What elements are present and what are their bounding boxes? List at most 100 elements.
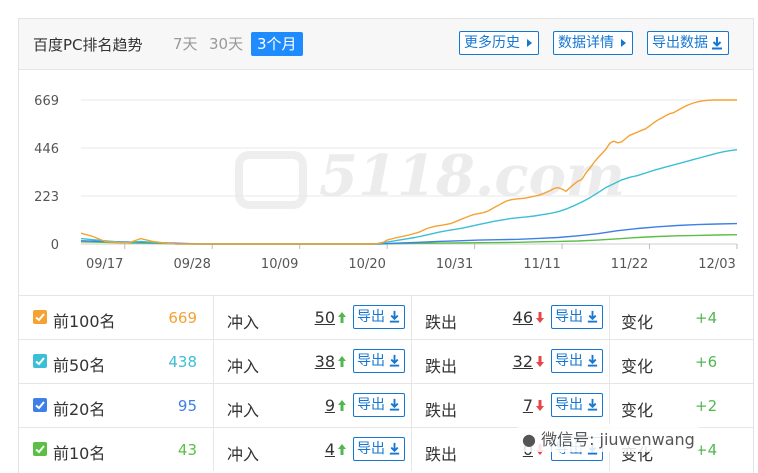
- caret-right-icon: [527, 39, 532, 47]
- row-count: 43: [177, 441, 197, 459]
- rush-in-label: 冲入: [227, 401, 260, 420]
- change-label: 变化: [621, 357, 654, 376]
- ranking-line-chart: 5118.com 0 223 446 669 09/17 09/28 10/09 10/20 10…: [34, 94, 738, 272]
- x-tick-label: 10/31: [436, 257, 473, 272]
- export-label: 导出: [357, 309, 385, 325]
- row-count: 438: [168, 353, 197, 371]
- change-label: 变化: [621, 401, 654, 420]
- row-count: 669: [168, 309, 197, 327]
- download-icon: [389, 442, 400, 455]
- watermark-logo: [235, 151, 307, 209]
- rush-in-count-link[interactable]: 38: [314, 352, 335, 371]
- download-icon: [587, 398, 598, 411]
- row-name: 前50名: [53, 356, 106, 375]
- rush-in-count-link[interactable]: 4: [324, 440, 335, 459]
- panel-header: 百度PC排名趋势 7天 30天 3个月 更多历史 数据详情 导出数据: [19, 19, 753, 70]
- ranking-row: 前50名 438 冲入 38 导出 跌出 32 导出: [19, 339, 753, 383]
- rush-in-count-link[interactable]: 9: [324, 396, 335, 415]
- export-drop-out-button[interactable]: 导出: [551, 393, 603, 417]
- x-tick-label: 09/28: [173, 257, 210, 272]
- download-icon: [389, 398, 400, 411]
- row-checkbox[interactable]: [33, 354, 47, 368]
- row-name: 前20名: [53, 400, 106, 419]
- export-rush-in-button[interactable]: 导出: [353, 437, 405, 461]
- export-label: 导出: [357, 353, 385, 369]
- drop-out-label: 跌出: [425, 357, 458, 376]
- arrow-up-icon: [338, 400, 346, 411]
- download-icon: [712, 37, 722, 50]
- export-rush-in-button[interactable]: 导出: [353, 393, 405, 417]
- cell-divider: [609, 296, 610, 339]
- data-details-label: 数据详情: [558, 35, 614, 51]
- download-icon: [587, 354, 598, 367]
- export-drop-out-button[interactable]: 导出: [551, 349, 603, 373]
- series-line-前100名: [80, 99, 737, 245]
- watermark-5118: 5118.com: [319, 143, 625, 209]
- export-data-label: 导出数据: [652, 35, 708, 51]
- cell-divider: [609, 340, 610, 383]
- arrow-down-icon: [536, 312, 544, 323]
- data-details-button[interactable]: 数据详情: [553, 31, 633, 55]
- cell-divider: [411, 428, 412, 471]
- export-rush-in-button[interactable]: 导出: [353, 305, 405, 329]
- range-7d-tab[interactable]: 7天: [173, 35, 198, 53]
- change-label: 变化: [621, 313, 654, 332]
- y-tick-label: 0: [51, 238, 59, 253]
- x-tick-label: 11/22: [611, 257, 648, 272]
- cell-divider: [609, 384, 610, 427]
- drop-out-count-link[interactable]: 32: [512, 352, 533, 371]
- export-label: 导出: [555, 309, 583, 325]
- y-tick-label: 223: [34, 190, 59, 205]
- checkmark-icon: [35, 445, 45, 454]
- ranking-row: 前100名 669 冲入 50 导出 跌出 46 导出: [19, 295, 753, 339]
- x-tick-label: 09/17: [86, 257, 123, 272]
- range-30d-tab[interactable]: 30天: [209, 35, 244, 53]
- cell-divider: [213, 340, 214, 383]
- more-history-label: 更多历史: [464, 35, 520, 51]
- x-tick-label: 10/20: [348, 257, 385, 272]
- x-tick-label: 10/09: [261, 257, 298, 272]
- export-label: 导出: [357, 441, 385, 457]
- rush-in-count-link[interactable]: 50: [314, 308, 335, 327]
- checkmark-icon: [35, 401, 45, 410]
- row-name: 前100名: [53, 312, 116, 331]
- more-history-button[interactable]: 更多历史: [459, 31, 539, 55]
- drop-out-label: 跌出: [425, 313, 458, 332]
- change-value: +2: [695, 397, 718, 415]
- download-icon: [587, 310, 598, 323]
- cell-divider: [411, 384, 412, 427]
- cell-divider: [411, 340, 412, 383]
- checkmark-icon: [35, 313, 45, 322]
- series-line-前20名: [80, 222, 738, 245]
- row-name: 前10名: [53, 444, 106, 463]
- panel-title: 百度PC排名趋势: [33, 36, 143, 54]
- cell-divider: [411, 296, 412, 339]
- row-checkbox[interactable]: [33, 442, 47, 456]
- arrow-up-icon: [338, 444, 346, 455]
- drop-out-count-link[interactable]: 7: [522, 396, 533, 415]
- export-drop-out-button[interactable]: 导出: [551, 305, 603, 329]
- range-3m-tab[interactable]: 3个月: [251, 32, 303, 56]
- wechat-watermark: ● 微信号: jiuwenwang: [518, 424, 699, 452]
- caret-right-icon: [621, 39, 626, 47]
- row-checkbox[interactable]: [33, 310, 47, 324]
- export-rush-in-button[interactable]: 导出: [353, 349, 405, 373]
- ranking-trend-panel: 百度PC排名趋势 7天 30天 3个月 更多历史 数据详情 导出数据 5118.…: [18, 18, 754, 473]
- cell-divider: [213, 428, 214, 471]
- export-label: 导出: [357, 397, 385, 413]
- arrow-up-icon: [338, 312, 346, 323]
- wechat-icon: ●: [522, 430, 536, 449]
- rush-in-label: 冲入: [227, 313, 260, 332]
- arrow-down-icon: [536, 356, 544, 367]
- arrow-down-icon: [536, 400, 544, 411]
- rush-in-label: 冲入: [227, 357, 260, 376]
- export-data-button[interactable]: 导出数据: [647, 31, 729, 55]
- checkmark-icon: [35, 357, 45, 366]
- arrow-up-icon: [338, 356, 346, 367]
- cell-divider: [213, 384, 214, 427]
- row-checkbox[interactable]: [33, 398, 47, 412]
- cell-divider: [213, 296, 214, 339]
- drop-out-label: 跌出: [425, 445, 458, 464]
- download-icon: [389, 310, 400, 323]
- drop-out-count-link[interactable]: 46: [512, 308, 533, 327]
